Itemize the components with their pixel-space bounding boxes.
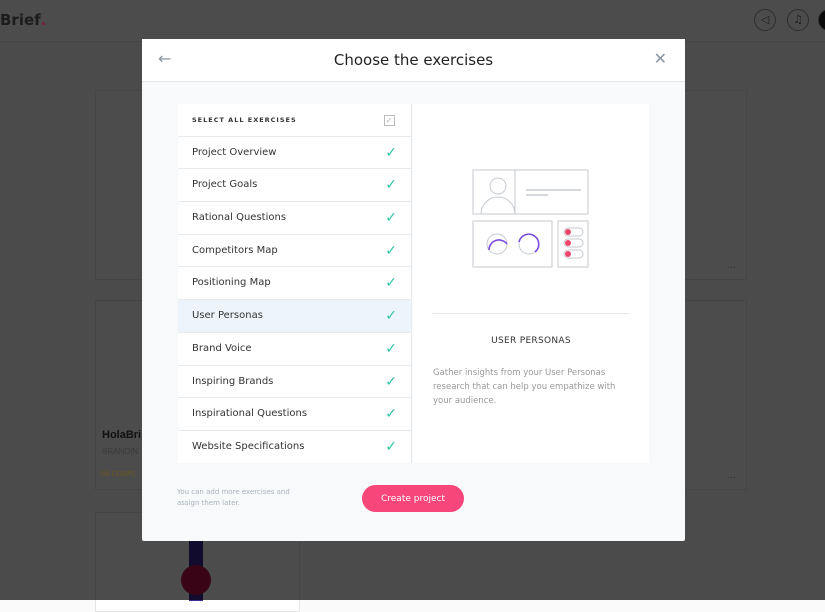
choose-exercises-modal: ← Choose the exercises ✕ SELECT ALL EXER… <box>142 39 685 541</box>
exercise-row[interactable]: Inspiring Brands ✓ <box>178 366 411 399</box>
check-icon[interactable]: ✓ <box>385 144 397 161</box>
exercise-row[interactable]: User Personas ✓ <box>178 300 411 333</box>
exercise-row[interactable]: Brand Voice ✓ <box>178 333 411 366</box>
detail-title: USER PERSONAS <box>491 336 571 346</box>
card-title: HolaBri <box>102 429 142 441</box>
select-all-label: SELECT ALL EXERCISES <box>192 116 297 124</box>
check-icon[interactable]: ✓ <box>385 177 397 194</box>
exercise-row[interactable]: Project Goals ✓ <box>178 169 411 203</box>
create-project-button[interactable]: Create project <box>362 485 464 512</box>
exercise-label: Competitors Map <box>192 244 278 256</box>
exercise-detail: USER PERSONAS Gather insights from your … <box>413 104 649 463</box>
check-icon[interactable]: ✓ <box>385 308 397 325</box>
exercise-label: Brand Voice <box>192 342 252 354</box>
check-icon[interactable]: ✓ <box>385 210 397 227</box>
exercise-row[interactable]: Project Overview ✓ <box>178 137 411 170</box>
exercise-row[interactable]: Competitors Map ✓ <box>178 235 411 268</box>
check-icon[interactable]: ✓ <box>385 373 397 390</box>
divider <box>433 313 629 314</box>
check-icon[interactable]: ✓ <box>385 340 397 357</box>
exercise-label: Positioning Map <box>192 277 271 289</box>
exercise-label: Project Overview <box>192 146 277 158</box>
check-icon[interactable]: ✓ <box>385 275 397 292</box>
detail-description: Gather insights from your User Personas … <box>433 368 616 406</box>
check-icon[interactable]: ✓ <box>385 242 397 259</box>
exercise-label: User Personas <box>192 310 263 322</box>
select-all-row[interactable]: SELECT ALL EXERCISES ✓ <box>178 104 411 137</box>
modal-header: ← Choose the exercises ✕ <box>142 39 685 82</box>
logo[interactable]: Brief. <box>0 11 47 29</box>
check-icon[interactable]: ✓ <box>385 438 397 455</box>
exercise-row[interactable]: Website Specifications ✓ <box>178 431 411 463</box>
exercise-row[interactable]: Positioning Map ✓ <box>178 267 411 301</box>
exercise-row[interactable]: Rational Questions ✓ <box>178 202 411 235</box>
card-subtitle: BRANDIN <box>102 447 139 456</box>
back-arrow-icon[interactable]: ← <box>158 49 172 68</box>
select-all-checkbox[interactable]: ✓ <box>384 115 395 126</box>
exercise-label: Website Specifications <box>192 440 305 452</box>
exercise-row[interactable]: Inspirational Questions ✓ <box>178 398 411 431</box>
exercise-label: Inspirational Questions <box>192 408 308 420</box>
card-progress: 2/8 COMPL <box>100 471 137 478</box>
close-icon[interactable]: ✕ <box>653 49 667 68</box>
modal-title: Choose the exercises <box>333 51 494 69</box>
exercise-list: SELECT ALL EXERCISES ✓ Project Overview ✓… <box>178 104 412 463</box>
check-icon[interactable]: ✓ <box>385 406 397 423</box>
user-personas-illustration <box>472 169 589 268</box>
hint-text: You can add more exercises and assign th… <box>177 488 290 507</box>
exercise-label: Inspiring Brands <box>192 375 274 387</box>
exercise-label: Rational Questions <box>192 212 287 224</box>
exercise-label: Project Goals <box>192 179 258 191</box>
